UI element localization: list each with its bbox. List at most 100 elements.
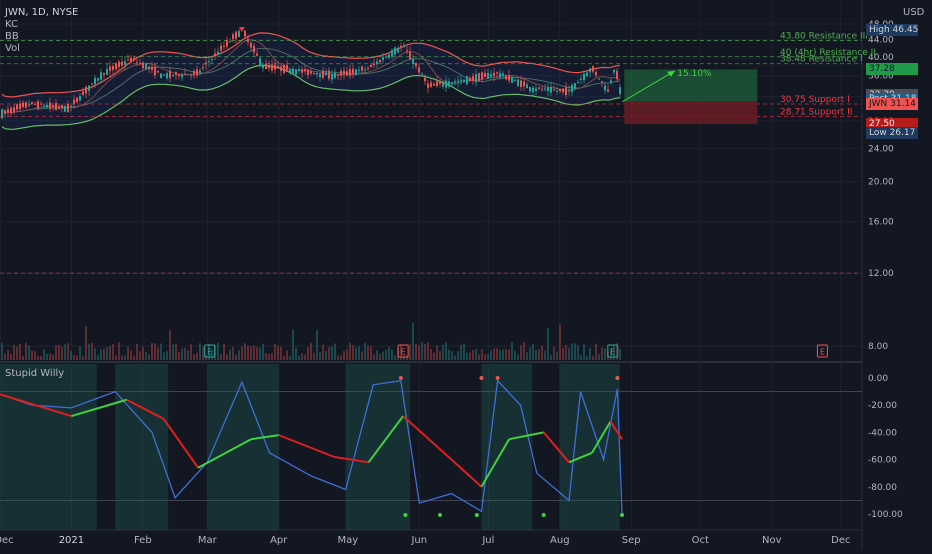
candle-body xyxy=(112,65,114,71)
volume-bar xyxy=(355,347,357,360)
volume-bar xyxy=(28,345,30,360)
candle-body xyxy=(145,64,147,70)
volume-bar xyxy=(406,355,408,360)
volume-bar xyxy=(268,354,270,360)
candle-body xyxy=(565,87,567,96)
candle-body xyxy=(382,57,384,61)
volume-bar xyxy=(547,328,549,360)
willy-top-dot xyxy=(479,376,484,380)
candle-body xyxy=(385,56,387,58)
volume-bar xyxy=(250,346,252,360)
candle-body xyxy=(307,69,309,75)
level-label-resistance: 40 (4hr) Resistance II xyxy=(780,48,876,58)
candle-body xyxy=(472,76,474,81)
candle-body xyxy=(409,51,411,60)
candle-body xyxy=(439,82,441,84)
indicator-bb[interactable]: BB xyxy=(5,31,19,42)
volume-bar xyxy=(448,349,450,360)
candle-body xyxy=(40,103,42,105)
candle-body xyxy=(613,69,615,73)
candle-body xyxy=(214,53,216,56)
candle-body xyxy=(130,57,132,62)
candle-body xyxy=(574,83,576,89)
projection-label: 15.10% xyxy=(677,69,712,79)
candle-body xyxy=(499,72,501,78)
projection-arrowhead xyxy=(666,70,675,77)
volume-bar xyxy=(367,345,369,360)
price-badge: High 46.45 xyxy=(866,23,918,36)
candle-body xyxy=(292,68,294,74)
candle-body xyxy=(139,62,141,64)
candle-body xyxy=(88,85,90,91)
volume-bar xyxy=(154,343,156,360)
candle-body xyxy=(22,102,24,107)
volume-bar xyxy=(313,352,315,360)
candle-body xyxy=(313,72,315,75)
candle-body xyxy=(397,48,399,53)
volume-bar xyxy=(220,354,222,360)
candle-body xyxy=(577,81,579,84)
volume-bar xyxy=(508,349,510,360)
candle-body xyxy=(172,74,174,76)
candle-body xyxy=(106,68,108,75)
volume-bar xyxy=(337,355,339,360)
volume-bar xyxy=(307,347,309,360)
volume-bar xyxy=(247,345,249,360)
candle-body xyxy=(619,87,621,95)
volume-bar xyxy=(139,351,141,360)
volume-bar xyxy=(184,347,186,360)
volume-bar xyxy=(37,355,39,360)
candle-body xyxy=(295,69,297,75)
volume-bar xyxy=(424,344,426,360)
candle-body xyxy=(61,104,63,108)
volume-bar xyxy=(241,346,243,360)
volume-bar xyxy=(586,355,588,360)
x-tick-label: Jul xyxy=(481,535,494,546)
candle-body xyxy=(310,71,312,74)
willy-zone xyxy=(0,364,97,530)
volume-bar xyxy=(544,350,546,360)
volume-bar xyxy=(301,353,303,360)
x-tick-label: Mar xyxy=(198,535,218,546)
candle-body xyxy=(544,88,546,90)
volume-bar xyxy=(163,352,165,360)
volume-bar xyxy=(541,345,543,360)
volume-bar xyxy=(361,351,363,360)
volume-bar xyxy=(193,354,195,360)
willy-y-tick-label: -80.00 xyxy=(868,483,897,493)
candle-body xyxy=(451,82,453,85)
indicator-kc[interactable]: KC xyxy=(5,19,18,30)
candle-body xyxy=(178,74,180,76)
candle-body xyxy=(448,81,450,87)
projection-line xyxy=(622,70,676,103)
candle-body xyxy=(388,54,390,58)
volume-bar xyxy=(364,342,366,360)
volume-bar xyxy=(412,322,414,360)
stupid-willy-title[interactable]: Stupid Willy xyxy=(5,368,65,379)
willy-slow-line xyxy=(450,458,483,488)
volume-bar xyxy=(151,343,153,360)
candle-body xyxy=(55,102,57,110)
volume-bar xyxy=(445,342,447,360)
candle-body xyxy=(406,50,408,52)
volume-bar xyxy=(538,349,540,360)
indicator-vol[interactable]: Vol xyxy=(5,43,20,54)
candle-body xyxy=(127,59,129,61)
candle-body xyxy=(373,63,375,66)
volume-bar xyxy=(460,344,462,360)
candle-body xyxy=(457,80,459,83)
candle-body xyxy=(556,90,558,92)
earnings-marker xyxy=(607,344,619,358)
candle-body xyxy=(316,73,318,75)
y-tick-label: 20.00 xyxy=(868,177,894,187)
candle-body xyxy=(25,102,27,108)
volume-bar xyxy=(535,350,537,360)
volume-bar xyxy=(484,354,486,360)
candle-body xyxy=(184,73,186,75)
candle-body xyxy=(280,66,282,71)
candle-body xyxy=(421,73,423,75)
volume-bar xyxy=(571,343,573,360)
candle-body xyxy=(328,70,330,79)
